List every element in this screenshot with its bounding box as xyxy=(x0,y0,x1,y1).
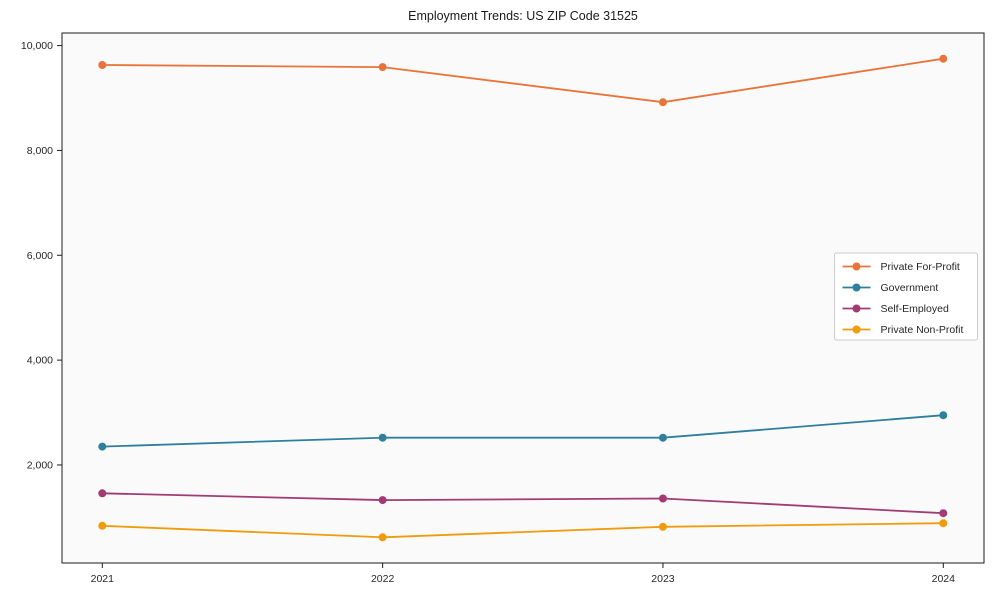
y-tick-label: 6,000 xyxy=(27,250,53,262)
chart-title: Employment Trends: US ZIP Code 31525 xyxy=(408,9,638,23)
legend-marker-dot xyxy=(852,304,861,313)
data-point-private-non-profit xyxy=(658,522,667,531)
y-tick-label: 8,000 xyxy=(27,145,53,157)
data-point-private-non-profit xyxy=(939,519,948,528)
y-tick-label: 10,000 xyxy=(21,40,53,52)
series-line-private-non-profit xyxy=(102,522,944,539)
legend-marker-dot xyxy=(852,262,861,271)
legend-marker-dot xyxy=(852,325,861,334)
legend-box xyxy=(834,252,978,341)
series-line-private-for-profit xyxy=(102,57,944,104)
x-tick-label: 2022 xyxy=(371,573,395,585)
legend-label: Private Non-Profit xyxy=(881,324,964,336)
data-point-government xyxy=(658,433,667,442)
y-tick-label: 4,000 xyxy=(27,355,53,367)
legend-label: Government xyxy=(881,282,939,294)
data-point-self-employed xyxy=(939,509,948,518)
data-point-private-for-profit xyxy=(939,54,948,63)
series-line-self-employed xyxy=(102,492,944,515)
data-point-private-non-profit xyxy=(378,533,387,542)
data-point-private-for-profit xyxy=(378,63,387,72)
data-point-self-employed xyxy=(658,494,667,503)
legend: Private For-Profit Government Self-Employe… xyxy=(834,252,978,341)
data-point-private-non-profit xyxy=(98,521,107,530)
x-tick-label: 2024 xyxy=(932,573,956,585)
series-line-government xyxy=(102,414,944,448)
legend-item: Government xyxy=(842,282,939,294)
y-tick-label: 2,000 xyxy=(27,460,53,472)
data-point-private-for-profit xyxy=(98,61,107,69)
legend-label: Self-Employed xyxy=(881,303,949,315)
x-tick-label: 2021 xyxy=(91,573,115,585)
legend-label: Private For-Profit xyxy=(881,261,960,273)
data-point-government xyxy=(98,442,107,451)
legend-marker-dot xyxy=(852,283,861,292)
data-point-government xyxy=(378,433,387,442)
data-point-self-employed xyxy=(98,489,107,498)
legend-item: Self-Employed xyxy=(842,303,949,315)
data-point-government xyxy=(939,411,948,420)
legend-item: Private Non-Profit xyxy=(842,324,964,336)
x-tick-label: 2023 xyxy=(651,573,675,585)
plot-area xyxy=(61,32,985,564)
data-point-self-employed xyxy=(378,496,387,505)
legend-item: Private For-Profit xyxy=(842,261,960,273)
data-point-private-for-profit xyxy=(658,98,667,107)
